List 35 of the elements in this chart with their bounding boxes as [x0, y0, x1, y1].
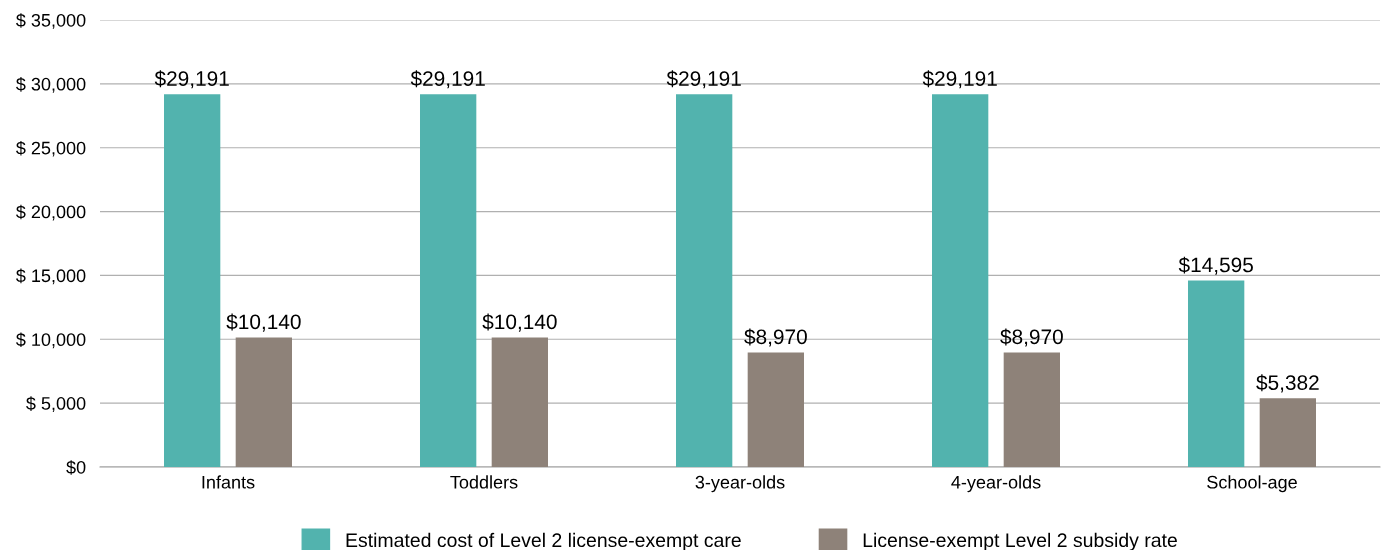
- data-label: $8,970: [744, 328, 807, 347]
- bar: [747, 352, 804, 467]
- data-label: $10,140: [226, 313, 301, 332]
- y-tick-label: $ 25,000: [16, 140, 86, 157]
- y-tick-label: $ 30,000: [16, 77, 86, 93]
- x-tick-label: 4-year-olds: [951, 475, 1041, 493]
- data-label: $14,595: [1178, 256, 1253, 275]
- y-tick-label: $ 15,000: [16, 268, 86, 285]
- bar: [164, 94, 221, 467]
- bar: [1188, 280, 1245, 467]
- bar: [932, 94, 989, 467]
- y-tick-label: $ 20,000: [16, 204, 86, 221]
- data-label: $29,191: [666, 70, 741, 89]
- data-label: $8,970: [1000, 328, 1063, 347]
- bar: [235, 337, 292, 467]
- data-label: $29,191: [154, 70, 229, 89]
- legend-label: License-exempt Level 2 subsidy rate: [863, 532, 1177, 550]
- y-tick-label: $ 5,000: [26, 396, 86, 412]
- y-tick-label: $ 10,000: [16, 332, 86, 349]
- x-tick-label: School-age: [1207, 475, 1297, 493]
- legend-label: Estimated cost of Level 2 license-exempt care: [346, 532, 741, 550]
- data-label: $5,382: [1256, 374, 1319, 393]
- data-label: $29,191: [922, 70, 997, 89]
- bar: [491, 337, 548, 467]
- data-label: $10,140: [482, 313, 557, 332]
- bar: [1259, 398, 1316, 467]
- bar: [1003, 352, 1060, 467]
- y-tick-label: $0: [66, 460, 86, 475]
- data-label: $29,191: [410, 70, 485, 89]
- bar: [420, 94, 477, 467]
- bar: [676, 94, 733, 467]
- x-tick-label: 3-year-olds: [695, 475, 785, 493]
- x-tick-label: Toddlers: [450, 475, 518, 489]
- y-tick-label: $ 35,000: [16, 13, 86, 29]
- x-tick-label: Infants: [202, 475, 255, 489]
